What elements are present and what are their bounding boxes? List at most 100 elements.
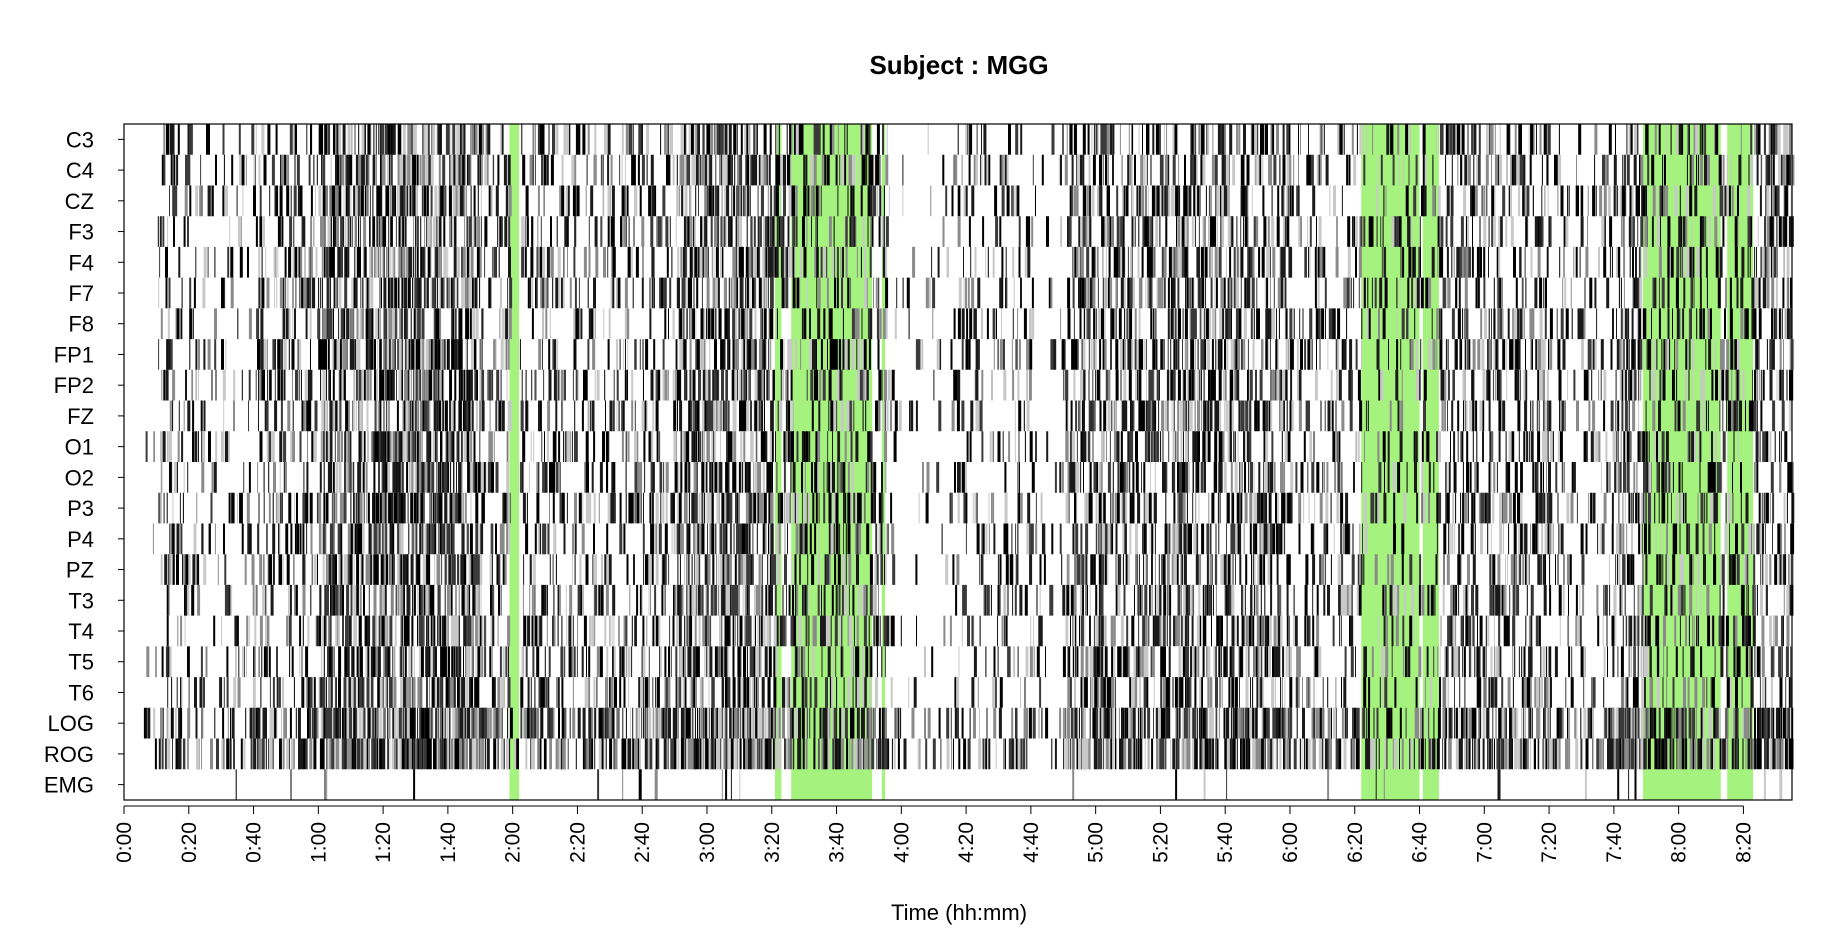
x-tick-label-3: 1:00 — [307, 822, 330, 863]
channel-events-CZ — [184, 185, 1776, 217]
channel-events-FP1 — [225, 339, 1740, 370]
channel-row-C3 — [163, 124, 1792, 155]
highlight-band-0 — [509, 124, 520, 800]
y-tick-label-PZ: PZ — [66, 558, 94, 583]
channel-row-FP1 — [158, 339, 1795, 370]
x-tick-label-1: 0:20 — [178, 822, 201, 863]
x-axis-title: Time (hh:mm) — [891, 900, 1027, 925]
y-tick-label-LOG: LOG — [48, 711, 94, 736]
x-tick-label-10: 3:20 — [761, 822, 784, 863]
y-tick-label-T5: T5 — [68, 650, 94, 675]
channel-row-T4 — [166, 615, 1790, 647]
channel-events-T3 — [168, 584, 1785, 616]
channel-events-T4 — [177, 615, 1790, 647]
x-tick-label-25: 8:20 — [1732, 822, 1755, 863]
channel-events-O2 — [243, 462, 1774, 493]
channel-events-FZ — [248, 400, 1785, 432]
plot-border — [123, 123, 1793, 801]
channel-events-FZ — [169, 400, 1734, 432]
y-tick-label-FP1: FP1 — [54, 342, 94, 367]
channel-events-F7 — [165, 277, 1792, 309]
event-marks — [143, 124, 1795, 800]
channel-events-F3 — [161, 216, 1770, 247]
x-tick-label-8: 2:40 — [631, 822, 654, 863]
channel-row-F8 — [160, 308, 1792, 340]
y-tick-label-O1: O1 — [65, 435, 94, 460]
channel-events-ROG — [158, 738, 1788, 770]
channel-events-F3 — [163, 216, 1766, 247]
channel-events-P3 — [166, 492, 1788, 524]
channel-events-F7 — [158, 277, 1778, 309]
channel-events-FP2 — [161, 369, 1761, 401]
channel-events-C3 — [189, 124, 1766, 155]
channel-events-F3 — [157, 216, 1790, 247]
channel-events-O1 — [169, 431, 1772, 462]
channel-events-C4 — [163, 154, 1768, 186]
channel-events-F7 — [230, 277, 1789, 309]
channel-row-P3 — [158, 492, 1795, 524]
channel-events-F3 — [159, 216, 1794, 247]
channel-row-T3 — [166, 584, 1794, 616]
channel-row-F7 — [158, 277, 1792, 309]
chart-title: Subject : MGG — [869, 50, 1048, 80]
channel-events-PZ — [168, 554, 1794, 585]
channel-events-T3 — [185, 584, 1793, 616]
channel-row-F3 — [157, 216, 1794, 247]
y-tick-label-ROG: ROG — [44, 742, 94, 767]
channel-events-T6 — [181, 677, 1706, 708]
x-tick-label-24: 8:00 — [1668, 822, 1691, 863]
channel-events-T4 — [166, 615, 1784, 647]
channel-events-T4 — [234, 615, 1756, 647]
x-tick-label-15: 5:00 — [1085, 822, 1108, 863]
channel-row-PZ — [160, 554, 1794, 585]
channel-events-C3 — [255, 124, 1789, 155]
channel-events-FP1 — [167, 339, 1775, 370]
channel-events-T6 — [188, 677, 1793, 708]
channel-events-P3 — [159, 492, 1786, 524]
x-tick-label-17: 5:40 — [1214, 822, 1237, 863]
channel-events-O1 — [162, 431, 1788, 462]
x-tick-label-18: 6:00 — [1279, 822, 1302, 863]
y-tick-label-CZ: CZ — [65, 189, 94, 214]
channel-row-T6 — [167, 677, 1793, 708]
x-tick-label-23: 7:40 — [1603, 822, 1626, 863]
x-tick-label-12: 4:00 — [890, 822, 913, 863]
channel-events-P4 — [174, 523, 1786, 555]
channel-events-F8 — [167, 308, 1640, 340]
y-tick-label-F3: F3 — [68, 220, 94, 245]
channel-row-LOG — [143, 707, 1794, 739]
channel-events-FP2 — [198, 369, 1780, 401]
channel-row-O2 — [160, 462, 1794, 493]
channel-events-CZ — [195, 185, 1793, 217]
highlight-band-3 — [881, 124, 886, 800]
x-tick-label-7: 2:20 — [566, 822, 589, 863]
x-tick-label-19: 6:20 — [1344, 822, 1367, 863]
x-axis: 0:00 0:20 0:40 1:00 1:20 1:40 2:00 2:20 2:40 3:00… — [113, 805, 1755, 863]
y-axis: C3 C4 CZ F3 F4 F7 F8 FP1 FP2 FZ O1 O2 P3 P4 PZ T3 T4 T5 T6… — [44, 127, 124, 798]
x-tick-label-4: 1:20 — [372, 822, 395, 863]
channel-events-P3 — [196, 492, 1771, 524]
channel-row-EMG — [235, 769, 1783, 800]
y-tick-label-FZ: FZ — [67, 404, 94, 429]
channel-events-P3 — [163, 492, 1795, 524]
highlight-band-1 — [775, 124, 782, 800]
x-tick-label-11: 3:40 — [826, 822, 849, 863]
channel-events-T3 — [224, 584, 1755, 616]
y-tick-label-T6: T6 — [68, 680, 94, 705]
channel-events-C3 — [166, 124, 1773, 155]
channel-events-F3 — [167, 216, 1775, 247]
channel-events-CZ — [169, 185, 1789, 217]
plot-frame — [123, 123, 1793, 801]
y-tick-label-FP2: FP2 — [54, 373, 94, 398]
channel-row-CZ — [169, 185, 1793, 217]
y-tick-label-P4: P4 — [67, 527, 94, 552]
channel-events-F4 — [178, 246, 1776, 278]
x-tick-label-5: 1:40 — [437, 822, 460, 863]
channel-row-FZ — [169, 400, 1793, 432]
channel-row-ROG — [154, 738, 1794, 770]
channel-events-FZ — [172, 400, 1763, 432]
channel-row-T5 — [146, 646, 1792, 678]
x-tick-label-16: 5:20 — [1149, 822, 1172, 863]
y-tick-label-F7: F7 — [68, 281, 94, 306]
